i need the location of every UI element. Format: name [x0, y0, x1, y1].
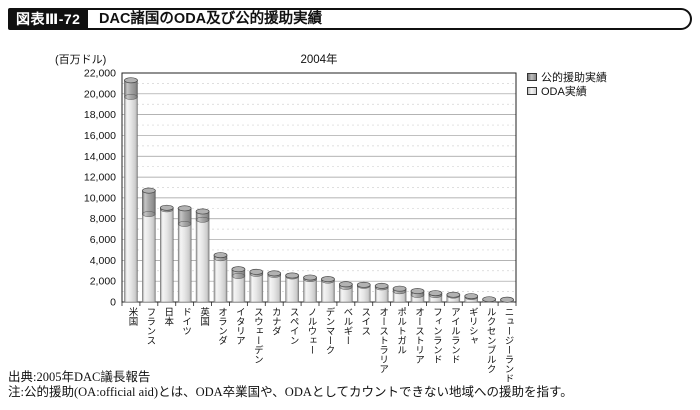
x-label-オーストリア: オーストリア — [413, 307, 423, 364]
svg-text:18,000: 18,000 — [84, 109, 116, 121]
x-label-オランダ: オランダ — [216, 307, 226, 345]
x-label-ルクセンブルク: ルクセンブルク — [484, 307, 495, 374]
x-label-カナダ: カナダ — [269, 307, 280, 336]
svg-text:0: 0 — [110, 297, 116, 309]
x-label-日本: 日本 — [162, 307, 173, 326]
svg-text:20,000: 20,000 — [84, 88, 116, 100]
x-label-スウェーデン: スウェーデン — [251, 307, 262, 364]
x-label-ベルギー: ベルギー — [341, 307, 352, 345]
source-note: 出典:2005年DAC議長報告 — [8, 370, 151, 384]
x-label-デンマーク: デンマーク — [323, 307, 334, 355]
y-axis-unit-label: (百万ドル) — [55, 54, 107, 66]
x-label-ドイツ: ドイツ — [180, 307, 191, 336]
bar-フランス — [142, 187, 156, 303]
figure-footer: 出典:2005年DAC議長報告 注:公的援助(OA:official aid)と… — [8, 370, 696, 400]
svg-text:10,000: 10,000 — [84, 192, 116, 204]
bar-英国 — [195, 208, 210, 303]
x-label-ポルトガル: ポルトガル — [395, 307, 406, 355]
x-label-ノルウェー: ノルウェー — [305, 307, 316, 355]
bar-日本 — [159, 204, 174, 303]
svg-text:14,000: 14,000 — [84, 151, 116, 163]
bar-ドイツ — [177, 205, 192, 303]
x-label-ニュージーランド: ニュージーランド — [502, 307, 513, 383]
legend-item-oda: ODA実績 — [527, 84, 607, 98]
bar-フィンランド — [428, 290, 443, 303]
bar-ノルウェー — [303, 274, 317, 303]
page-title: DAC諸国のODA及び公的援助実績 — [86, 8, 692, 30]
x-label-米国: 米国 — [126, 307, 137, 326]
legend-item-official-aid: 公的援助実績 — [527, 70, 607, 84]
chart-year-label: 2004年 — [300, 54, 338, 66]
bar-カナダ — [267, 270, 282, 303]
legend-label: ODA実績 — [541, 86, 587, 98]
bar-アイルランド — [446, 291, 461, 303]
x-label-フランス: フランス — [144, 307, 155, 345]
bar-デンマーク — [321, 276, 335, 303]
svg-text:4,000: 4,000 — [90, 255, 116, 267]
svg-text:12,000: 12,000 — [84, 172, 116, 184]
x-label-フィンランド: フィンランド — [430, 307, 441, 364]
x-label-スイス: スイス — [359, 307, 370, 336]
chart-legend: 公的援助実績 ODA実績 — [527, 70, 607, 98]
x-label-スペイン: スペイン — [287, 307, 298, 345]
definition-note: 注:公的援助(OA:official aid)とは、ODA卒業国や、ODAとして… — [8, 385, 573, 399]
x-label-アイルランド: アイルランド — [448, 307, 459, 364]
bar-ベルギー — [339, 281, 353, 303]
svg-text:6,000: 6,000 — [90, 234, 116, 246]
svg-text:16,000: 16,000 — [84, 130, 116, 142]
bar-オーストラリア — [374, 282, 389, 303]
x-label-英国: 英国 — [198, 307, 209, 326]
bar-スウェーデン — [249, 268, 264, 303]
bar-ルクセンブルク — [482, 296, 496, 303]
x-label-オーストラリア: オーストラリア — [377, 307, 388, 374]
bar-スイス — [356, 281, 371, 303]
legend-swatch-light-icon — [527, 87, 537, 95]
bar-オーストリア — [410, 288, 425, 303]
legend-swatch-dark-icon — [527, 73, 537, 81]
bar-ニュージーランド — [500, 296, 514, 303]
svg-text:2,000: 2,000 — [90, 276, 116, 288]
svg-text:8,000: 8,000 — [90, 213, 116, 225]
legend-label: 公的援助実績 — [541, 72, 607, 84]
bar-ポルトガル — [392, 285, 407, 303]
bar-米国 — [124, 77, 138, 303]
x-label-ギリシャ: ギリシャ — [466, 307, 477, 345]
svg-text:22,000: 22,000 — [84, 68, 116, 80]
bar-オランダ — [213, 252, 228, 303]
x-label-イタリア: イタリア — [233, 307, 244, 345]
bar-イタリア — [231, 266, 246, 303]
bar-ギリシャ — [464, 293, 479, 303]
bar-スペイン — [285, 272, 299, 303]
figure-number-badge: 図表Ⅲ-72 — [8, 8, 89, 30]
